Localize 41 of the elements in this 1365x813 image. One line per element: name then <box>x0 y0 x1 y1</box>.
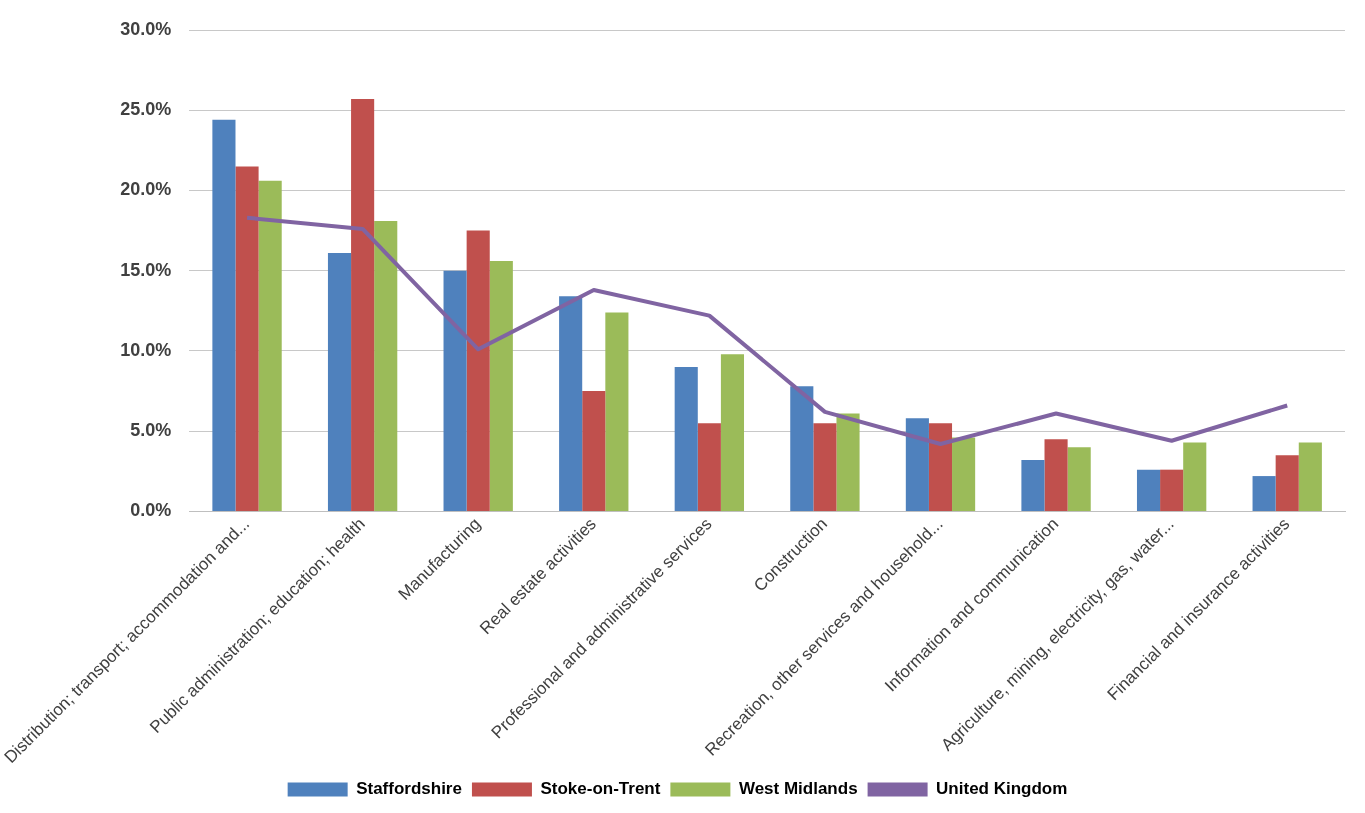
bar <box>697 423 721 511</box>
bar <box>605 312 629 511</box>
bar <box>674 366 698 511</box>
bar <box>443 270 467 511</box>
bar <box>351 99 375 511</box>
bar <box>1252 476 1276 511</box>
bar <box>1160 469 1184 511</box>
bar <box>1044 439 1068 511</box>
bar <box>905 418 929 511</box>
bar <box>1298 442 1322 511</box>
bar <box>466 230 490 511</box>
y-tick-label: 30.0% <box>120 18 172 39</box>
bar <box>928 423 953 511</box>
bar <box>1021 460 1045 511</box>
bar <box>559 296 583 511</box>
bar <box>1183 442 1207 511</box>
bar <box>489 261 513 511</box>
bar <box>582 391 606 511</box>
y-tick-label: 10.0% <box>120 339 172 360</box>
bar <box>1067 447 1091 511</box>
legend-label: West Midlands <box>738 779 858 799</box>
legend-label: United Kingdom <box>936 779 1068 799</box>
bar <box>327 253 352 511</box>
bar <box>212 119 236 511</box>
bar <box>813 423 837 511</box>
y-tick-label: 20.0% <box>120 179 172 200</box>
bar <box>235 166 259 511</box>
bar <box>374 220 398 511</box>
y-tick-label: 5.0% <box>130 420 172 441</box>
legend-label: Stoke-on-Trent <box>540 779 661 799</box>
bar <box>836 413 860 511</box>
bar <box>952 437 976 511</box>
y-tick-label: 0.0% <box>130 500 172 521</box>
bar <box>790 386 814 511</box>
bar <box>1136 469 1161 511</box>
y-tick-label: 15.0% <box>120 259 172 280</box>
bar <box>258 180 282 511</box>
bar <box>720 354 745 511</box>
legend-label: Staffordshire <box>356 779 462 799</box>
y-tick-label: 25.0% <box>120 99 172 120</box>
bar <box>1275 455 1299 511</box>
